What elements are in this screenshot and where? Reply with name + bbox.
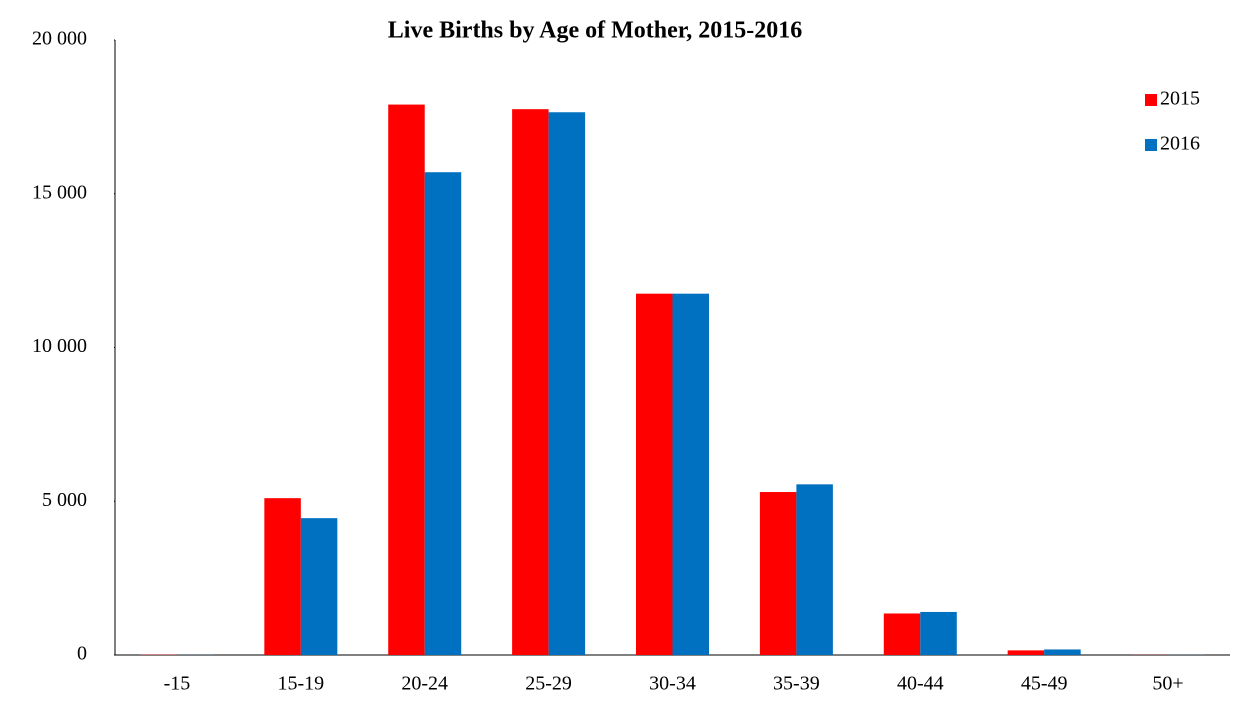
bar [636, 293, 673, 655]
bar [920, 611, 957, 655]
x-tick-label: 20-24 [401, 673, 448, 695]
bar [548, 112, 586, 655]
bar [300, 518, 338, 655]
bar [796, 484, 833, 655]
x-tick-label: 50+ [1152, 673, 1183, 695]
legend-label: 2016 [1160, 133, 1200, 155]
y-tick-label: 10 000 [32, 335, 87, 357]
bar [883, 613, 921, 655]
bar [1007, 650, 1045, 655]
bar [759, 492, 797, 655]
x-tick-label: 40-44 [897, 673, 944, 695]
y-tick-label: 0 [77, 643, 87, 665]
x-tick-label: 15-19 [277, 673, 324, 695]
y-tick-label: 15 000 [32, 181, 87, 203]
x-tick-label: 30-34 [649, 673, 696, 695]
y-tick-label: 5 000 [42, 489, 87, 511]
legend-swatch [1145, 94, 1157, 106]
bar [672, 293, 709, 655]
bar [512, 109, 549, 655]
legend-label: 2015 [1160, 88, 1200, 110]
legend-swatch [1145, 139, 1157, 151]
x-tick-label: -15 [164, 673, 191, 695]
bar [264, 498, 301, 655]
x-tick-label: 45-49 [1021, 673, 1068, 695]
x-tick-label: 35-39 [773, 673, 820, 695]
y-tick-label: 20 000 [32, 28, 87, 50]
x-tick-label: 25-29 [525, 673, 572, 695]
bar [424, 172, 462, 655]
bar [1044, 649, 1081, 655]
chart-title: Live Births by Age of Mother, 2015-2016 [388, 18, 802, 44]
bar [388, 104, 425, 655]
